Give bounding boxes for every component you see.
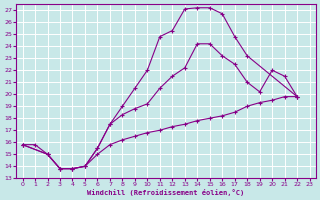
- X-axis label: Windchill (Refroidissement éolien,°C): Windchill (Refroidissement éolien,°C): [87, 189, 245, 196]
